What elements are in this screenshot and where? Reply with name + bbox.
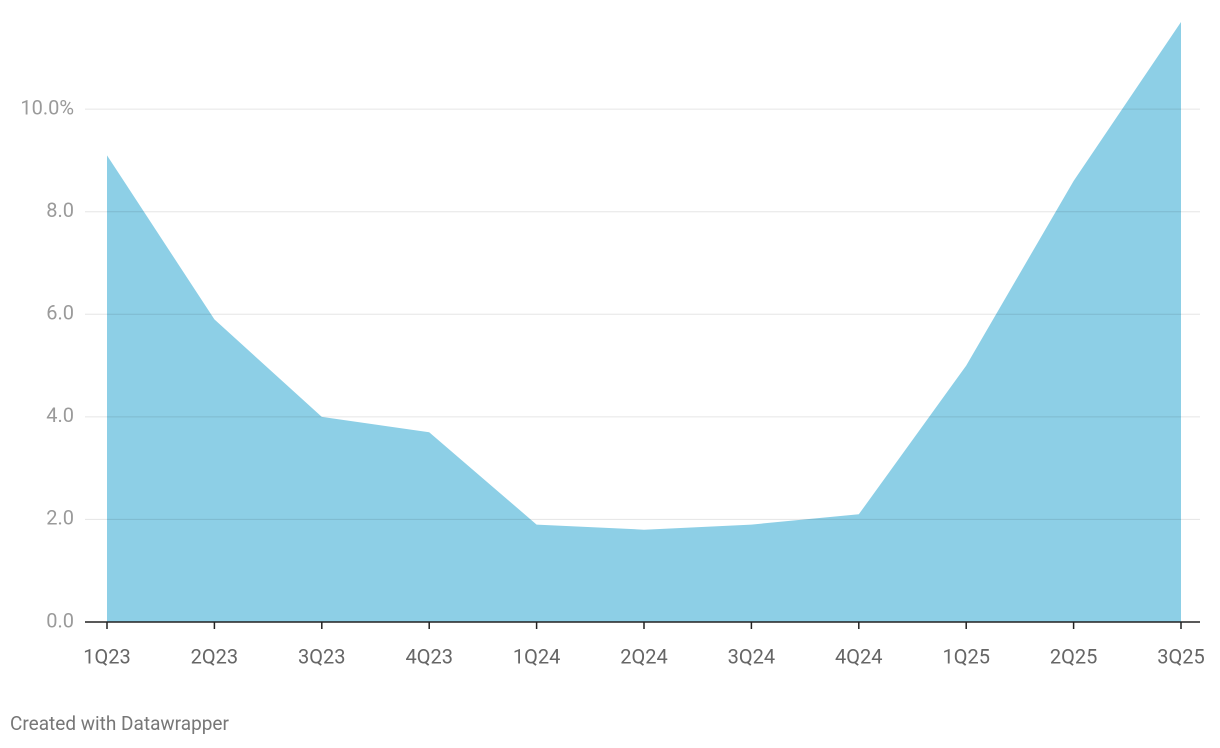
x-tick-label: 3Q24	[728, 644, 775, 668]
x-tick-label: 1Q24	[513, 644, 560, 668]
x-tick-label: 4Q24	[835, 644, 882, 668]
y-tick-label: 6.0	[46, 301, 74, 325]
y-tick-label: 8.0	[46, 198, 74, 222]
x-tick-label: 1Q23	[83, 644, 130, 668]
y-tick-label: 4.0	[46, 403, 74, 427]
y-tick-label: 10.0%	[20, 95, 74, 119]
x-tick-label: 2Q25	[1050, 644, 1097, 668]
credit: Created with Datawrapper	[10, 712, 229, 735]
area	[107, 22, 1181, 622]
y-tick-label: 0.0	[46, 608, 74, 632]
x-tick-label: 2Q24	[620, 644, 667, 668]
y-tick-label: 2.0	[46, 506, 74, 530]
x-tick-label: 3Q25	[1157, 644, 1204, 668]
x-tick-label: 1Q25	[942, 644, 989, 668]
x-tick-label: 2Q23	[191, 644, 238, 668]
x-tick-label: 4Q23	[405, 644, 452, 668]
x-tick-label: 3Q23	[298, 644, 345, 668]
